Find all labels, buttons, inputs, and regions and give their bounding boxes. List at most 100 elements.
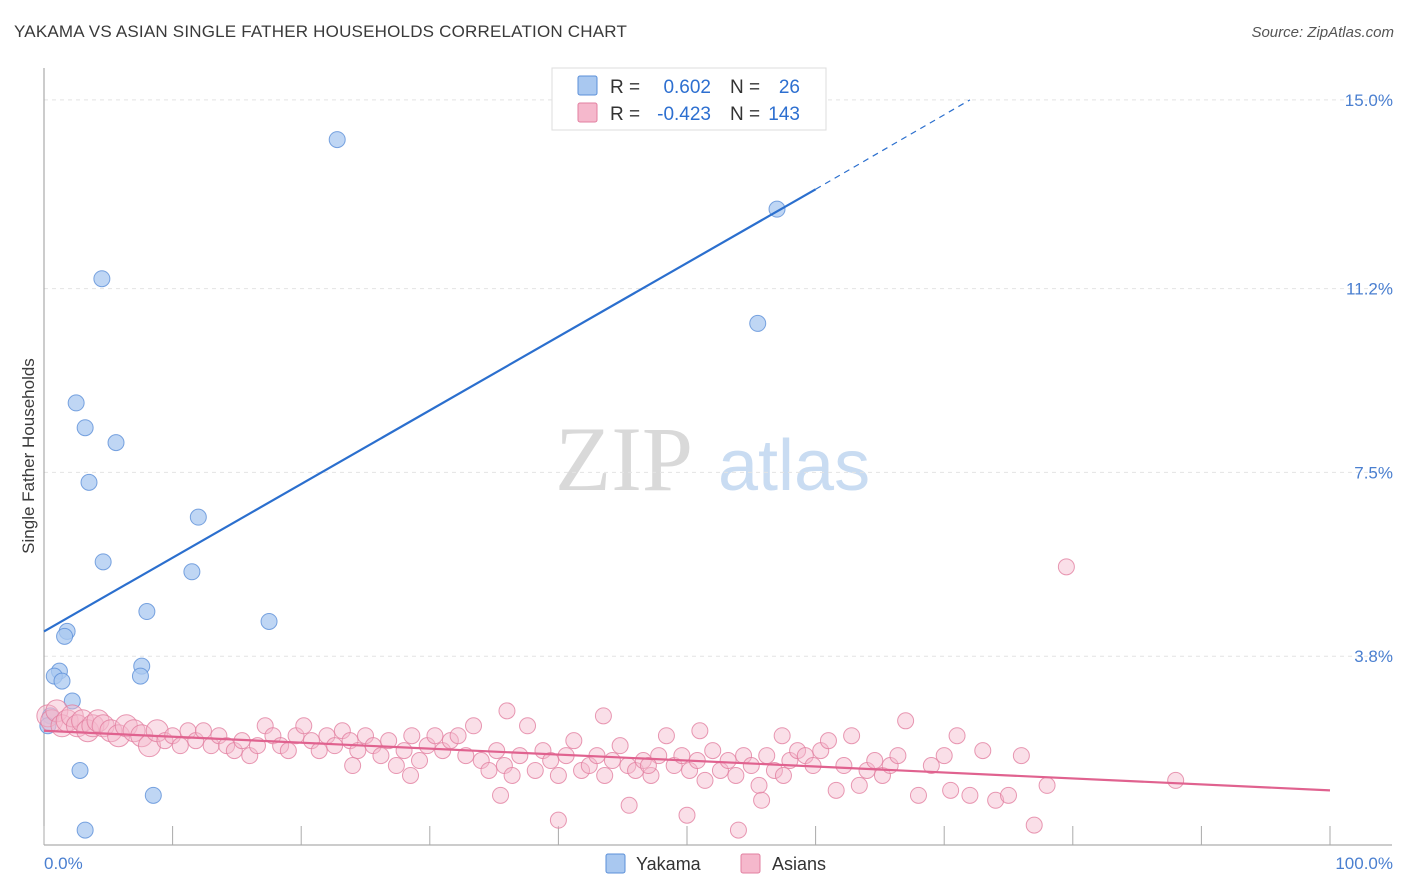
point-asians (850, 776, 868, 794)
point-asians (909, 786, 927, 804)
point-asians (642, 766, 660, 784)
y-tick-label: 7.5% (1354, 463, 1393, 482)
x-tick-label-min: 0.0% (44, 854, 83, 873)
point-yakama (131, 667, 149, 685)
legend-frame (551, 67, 827, 131)
point-asians (691, 722, 709, 740)
point-asians (1038, 776, 1056, 794)
point-asians (765, 761, 783, 779)
legend-r-label-yakama: R = (610, 77, 640, 98)
point-asians (819, 732, 837, 750)
trend-line-asians (43, 729, 1331, 792)
point-asians (503, 766, 521, 784)
point-asians (387, 757, 405, 775)
point-asians (492, 786, 510, 804)
point-asians (611, 737, 629, 755)
point-asians (402, 766, 420, 784)
legend-swatch-asians (577, 102, 598, 123)
legend-swatch-yakama (577, 75, 598, 96)
legend-n-label-yakama: N = (730, 77, 760, 98)
point-asians (1057, 558, 1075, 576)
legend-r-value-yakama: 0.602 (663, 77, 711, 98)
point-asians (935, 747, 953, 765)
trend-lines (43, 99, 1331, 792)
point-asians (549, 766, 567, 784)
point-asians (349, 742, 367, 760)
point-asians (719, 752, 737, 770)
bottom-legend-swatch-yakama (605, 853, 626, 874)
point-asians (742, 757, 760, 775)
point-yakama (76, 419, 94, 437)
point-asians (961, 786, 979, 804)
point-asians (1167, 771, 1185, 789)
series-asians (36, 558, 1185, 839)
watermark-zip: ZIP (555, 408, 693, 510)
y-axis-label: Single Father Households (19, 358, 38, 554)
point-yakama (749, 314, 767, 332)
y-tick-label: 3.8% (1354, 647, 1393, 666)
point-yakama (93, 270, 111, 288)
point-asians (498, 702, 516, 720)
point-asians (511, 747, 529, 765)
point-asians (279, 742, 297, 760)
point-asians (639, 757, 657, 775)
bottom-legend: Yakama Asians (605, 853, 826, 874)
point-asians (526, 761, 544, 779)
point-asians (727, 766, 745, 784)
legend-r-label-asians: R = (610, 104, 640, 125)
point-asians (519, 717, 537, 735)
point-asians (835, 757, 853, 775)
point-asians (194, 722, 212, 740)
point-asians (295, 717, 313, 735)
legend-n-value-asians: 143 (768, 104, 800, 125)
point-asians (827, 781, 845, 799)
point-asians (449, 727, 467, 745)
point-asians (310, 742, 328, 760)
chart-title: YAKAMA VS ASIAN SINGLE FATHER HOUSEHOLDS… (14, 22, 628, 41)
x-tick-label-max: 100.0% (1335, 854, 1393, 873)
point-asians (657, 727, 675, 745)
point-yakama (53, 672, 71, 690)
point-yakama (260, 612, 278, 630)
y-tick-labels: 15.0% 11.2% 7.5% 3.8% (1345, 91, 1393, 666)
point-asians (603, 752, 621, 770)
point-yakama (63, 692, 81, 710)
watermark-atlas: atlas (718, 426, 870, 506)
point-yakama (328, 131, 346, 149)
trend-line-extension-yakama (815, 99, 971, 190)
legend-box: R = 0.602 N = 26 R = -0.423 N = 143 (551, 67, 827, 131)
point-asians (549, 811, 567, 829)
point-yakama (94, 553, 112, 571)
point-asians (974, 742, 992, 760)
point-asians (897, 712, 915, 730)
point-asians (426, 727, 444, 745)
y-tick-label: 15.0% (1345, 91, 1393, 110)
point-asians (1012, 747, 1030, 765)
point-asians (380, 732, 398, 750)
bottom-legend-label-asians: Asians (772, 854, 826, 874)
point-yakama (71, 761, 89, 779)
point-asians (480, 761, 498, 779)
point-yakama (76, 821, 94, 839)
point-asians (678, 806, 696, 824)
point-yakama (107, 434, 125, 452)
source-label: Source: ZipAtlas.com (1251, 24, 1394, 41)
legend-n-label-asians: N = (730, 104, 760, 125)
point-asians (1000, 786, 1017, 804)
point-asians (171, 737, 189, 755)
point-asians (620, 796, 638, 814)
point-yakama (189, 508, 207, 526)
point-asians (1025, 816, 1043, 834)
point-asians (987, 791, 1005, 809)
point-asians (411, 752, 429, 770)
point-asians (866, 752, 884, 770)
point-asians (729, 821, 747, 839)
point-asians (344, 757, 362, 775)
y-tick-label: 11.2% (1346, 280, 1393, 299)
point-asians (758, 747, 776, 765)
point-asians (774, 766, 792, 784)
bottom-legend-swatch-asians (740, 853, 761, 874)
point-asians (948, 727, 966, 745)
point-yakama (183, 563, 201, 581)
